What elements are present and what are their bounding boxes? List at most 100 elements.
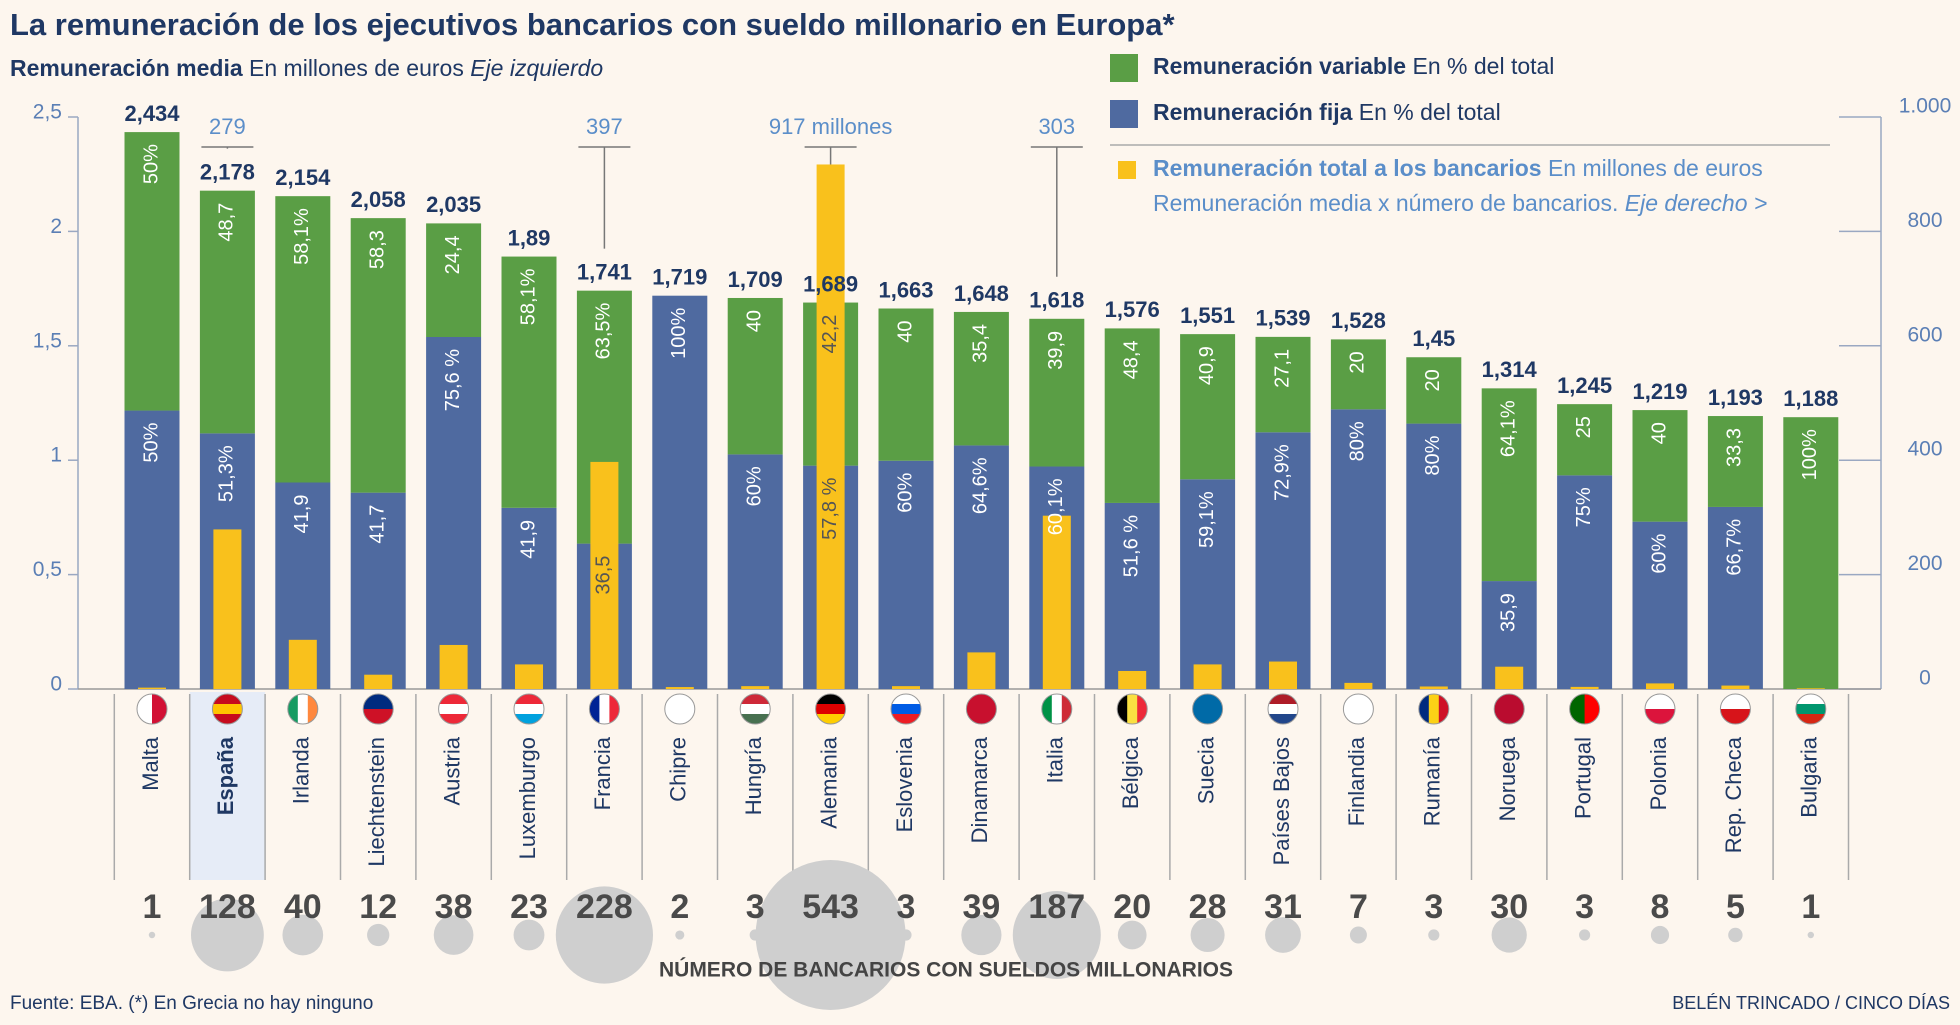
flag-band [1795,694,1826,705]
flag-border [1192,693,1224,725]
legend-swatch [1118,161,1136,179]
flag-border [1569,693,1601,725]
total-label: 1,663 [878,277,933,302]
chart-title: La remuneración de los ejecutivos bancar… [10,7,1175,42]
y2-tick-label: 400 [1907,438,1942,461]
bar-total-bankers [1796,688,1825,689]
flag-band [287,694,299,724]
flag-band [1569,694,1586,724]
bankers-count: 1 [1801,888,1820,926]
segment-label: 51,3% [216,445,238,502]
total-label: 1,45 [1412,326,1455,351]
total-label: 1,709 [728,267,783,292]
bankers-count: 1 [143,888,162,926]
bankers-count: 543 [802,888,859,926]
segment-label: 60,1% [1045,478,1067,535]
flag [438,694,469,724]
flag-band [1428,694,1440,724]
bar-variable [1255,336,1311,433]
bankers-count: 30 [1490,888,1528,926]
bankers-bubble [1265,917,1301,953]
flag-band [815,714,846,724]
flag-band [1127,694,1138,724]
bar-fixed [1330,409,1386,689]
y2-tick-label: 0 [1919,667,1931,690]
flag-band [1438,694,1449,724]
segment-label: 41,9 [517,520,539,559]
flag-band [1192,694,1223,724]
segment-label: 75% [1573,487,1595,527]
x-tick-label: Irlanda [289,736,314,804]
total-label: 1,188 [1783,386,1838,411]
bankers-count: 39 [962,888,1000,926]
flag-border [890,693,922,725]
subtitle-text: En millones de euros [249,55,464,81]
segment-label: 36,5 [593,556,615,595]
bankers-total-label: 303 [1038,114,1075,139]
bar-variable [1632,410,1688,522]
bar-total-bankers [1721,685,1750,689]
x-tick-label: Chipre [666,737,691,802]
legend: Remuneración variable En % del total Rem… [1110,53,1830,216]
legend-note: Eje derecho > [1625,190,1768,216]
bankers-bubble [1728,927,1743,943]
flag-border [1116,693,1148,725]
flag-border [287,693,319,725]
segment-label: 100% [1799,429,1821,480]
bankers-bubble [1349,926,1367,944]
segment-label: 27,1 [1271,349,1293,388]
flag-band [664,694,695,724]
bankers-count: 3 [1424,888,1443,926]
segment-label: 80% [1347,421,1369,461]
segment-label: 66,7% [1724,519,1746,576]
y2-tick-label: 1.000 [1899,95,1952,118]
bankers-bubble [1650,925,1670,945]
flag-band [1051,694,1063,724]
legend-entry: Remuneración total a los bancarios En mi… [1153,155,1763,181]
flag-band [1268,694,1298,705]
flag [589,694,620,724]
bar-total-bankers [515,664,543,689]
flag [1720,694,1751,724]
segment-label: 40 [743,310,765,332]
flag [287,694,318,724]
bankers-bubble [1807,931,1815,939]
bar-total-bankers [665,687,694,689]
segment-label: 75,6 % [442,349,464,411]
bar-total-bankers [1495,666,1524,689]
flag-border [136,693,168,725]
bar-total-bankers [1193,664,1222,689]
segment-label: 48,4 [1120,340,1142,379]
total-label: 2,178 [200,159,255,184]
total-label: 1,648 [954,281,1009,306]
y-tick-label: 1 [50,444,62,467]
x-tick-label: Rumanía [1420,736,1445,826]
x-tick-label: España [213,736,238,815]
flag-border [588,693,620,725]
bankers-bubble [555,886,653,984]
legend-name: Remuneración variable [1153,53,1406,79]
total-label: 1,551 [1180,303,1235,328]
bar-total-bankers [816,164,845,689]
y-tick-label: 0 [50,673,62,696]
flag-band [1795,714,1826,724]
flag-band [514,694,544,705]
total-label: 1,528 [1331,308,1386,333]
bankers-count: 3 [1575,888,1594,926]
x-tick-label: Luxemburgo [515,737,540,859]
bar-variable [275,196,331,483]
segment-label: 80% [1422,435,1444,475]
bar-fixed [1557,475,1613,689]
bar-total-bankers [288,639,317,689]
credit: BELÉN TRINCADO / CINCO DÍAS [1672,993,1950,1013]
flag [815,694,846,724]
bankers-bubble [282,914,324,956]
flag [514,694,544,724]
segment-label: 40 [1648,422,1670,444]
flag-border [815,693,847,725]
bar-variable [1104,328,1160,503]
segment-label: 50% [140,422,162,462]
segment-label: 60% [894,472,916,512]
bankers-bubble [961,914,1002,956]
flag [212,694,243,724]
